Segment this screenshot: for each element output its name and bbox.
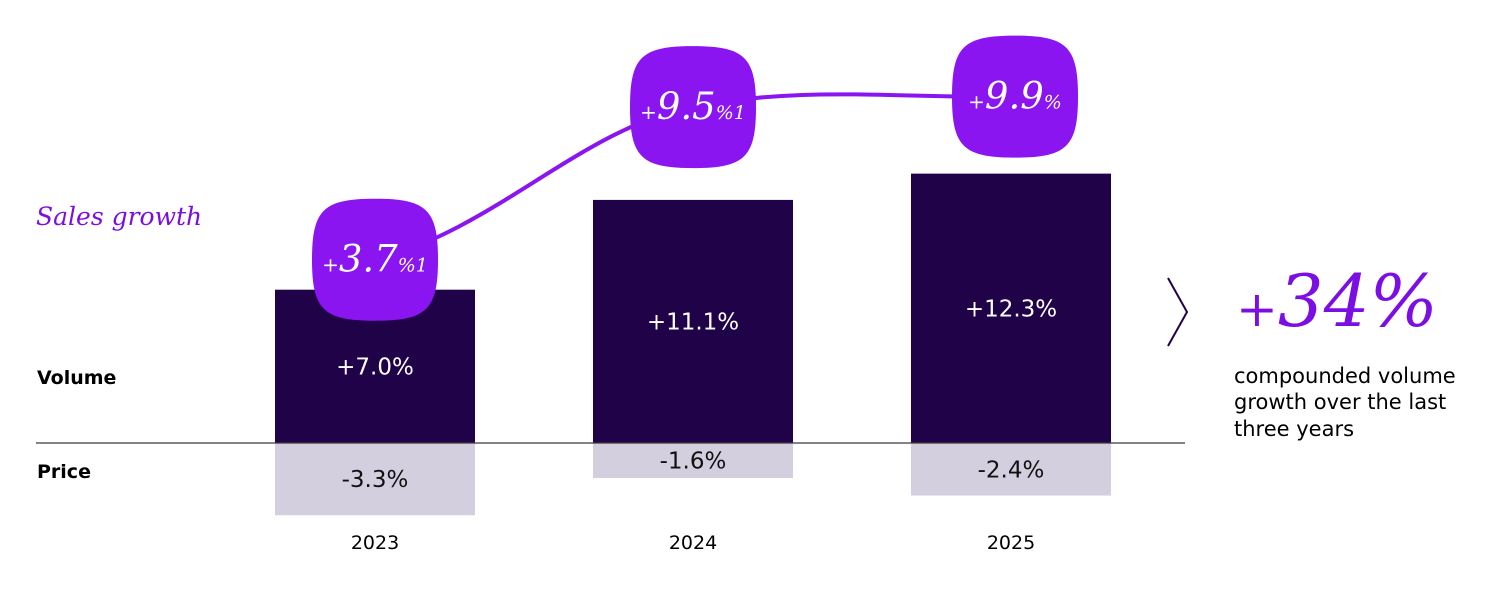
volume-bar-2024 <box>593 199 793 443</box>
sales-growth-bubble-2024 <box>630 46 756 169</box>
price-bar-2024 <box>593 443 793 479</box>
sales-growth-sign-2025: + <box>968 90 985 114</box>
sales-growth-sign-2024: + <box>640 100 657 124</box>
sales-growth-suffix-2025: % <box>1044 92 1062 114</box>
chevron-right-icon <box>1167 277 1189 347</box>
summary-caption-line-1: compounded volume <box>1234 364 1456 388</box>
volume-value-label-2024: +11.1% <box>647 309 739 335</box>
price-value-label-2024: -1.6% <box>660 449 727 475</box>
price-bar-2025 <box>911 443 1111 496</box>
summary-caption-line-3: three years <box>1234 417 1354 441</box>
bubbles-group: +3.7%1+9.5%1 +9.9% <box>312 35 1078 321</box>
volume-bar-2025 <box>911 173 1111 443</box>
summary-caption-line-2: growth over the last <box>1234 390 1446 414</box>
sales-growth-bubble-2023 <box>312 198 438 321</box>
sales-growth-suffix-2024: %1 <box>716 102 746 124</box>
sales-growth-value-label-2025: +9.9% <box>968 75 1062 118</box>
price-row-label: Price <box>37 461 91 483</box>
volume-row-label: Volume <box>37 367 116 389</box>
volume-value-label-2025: +12.3% <box>965 296 1057 322</box>
year-tick-label-2025: 2025 <box>987 532 1035 554</box>
price-bar-2023 <box>275 443 475 516</box>
volume-value-label-2023: +7.0% <box>336 354 414 380</box>
price-value-label-2025: -2.4% <box>978 457 1045 483</box>
summary-sign: + <box>1236 280 1278 338</box>
summary-headline: +34% <box>1236 259 1438 343</box>
summary-value: 34% <box>1278 259 1438 343</box>
year-tick-label-2023: 2023 <box>351 532 399 554</box>
price-value-label-2023: -3.3% <box>342 467 409 493</box>
sales-growth-value-label-2024: +9.5%1 <box>640 85 746 128</box>
year-tick-label-2024: 2024 <box>669 532 717 554</box>
sales-growth-label: Sales growth <box>36 202 202 231</box>
sales-growth-number-2025: 9.9 <box>985 75 1044 118</box>
sales-growth-number-2024: 9.5 <box>657 85 716 128</box>
bars-group: +7.0% -3.3% 2023 +11.1% -1.6% 2024 +12.3% -2.4%… <box>275 173 1111 554</box>
sales-growth-sign-2023: + <box>322 253 339 277</box>
sales-growth-number-2023: 3.7 <box>339 238 398 281</box>
sales-growth-bubble-2025 <box>952 35 1078 158</box>
sales-growth-suffix-2023: %1 <box>398 255 428 277</box>
sales-growth-value-label-2023: +3.7%1 <box>322 238 428 281</box>
